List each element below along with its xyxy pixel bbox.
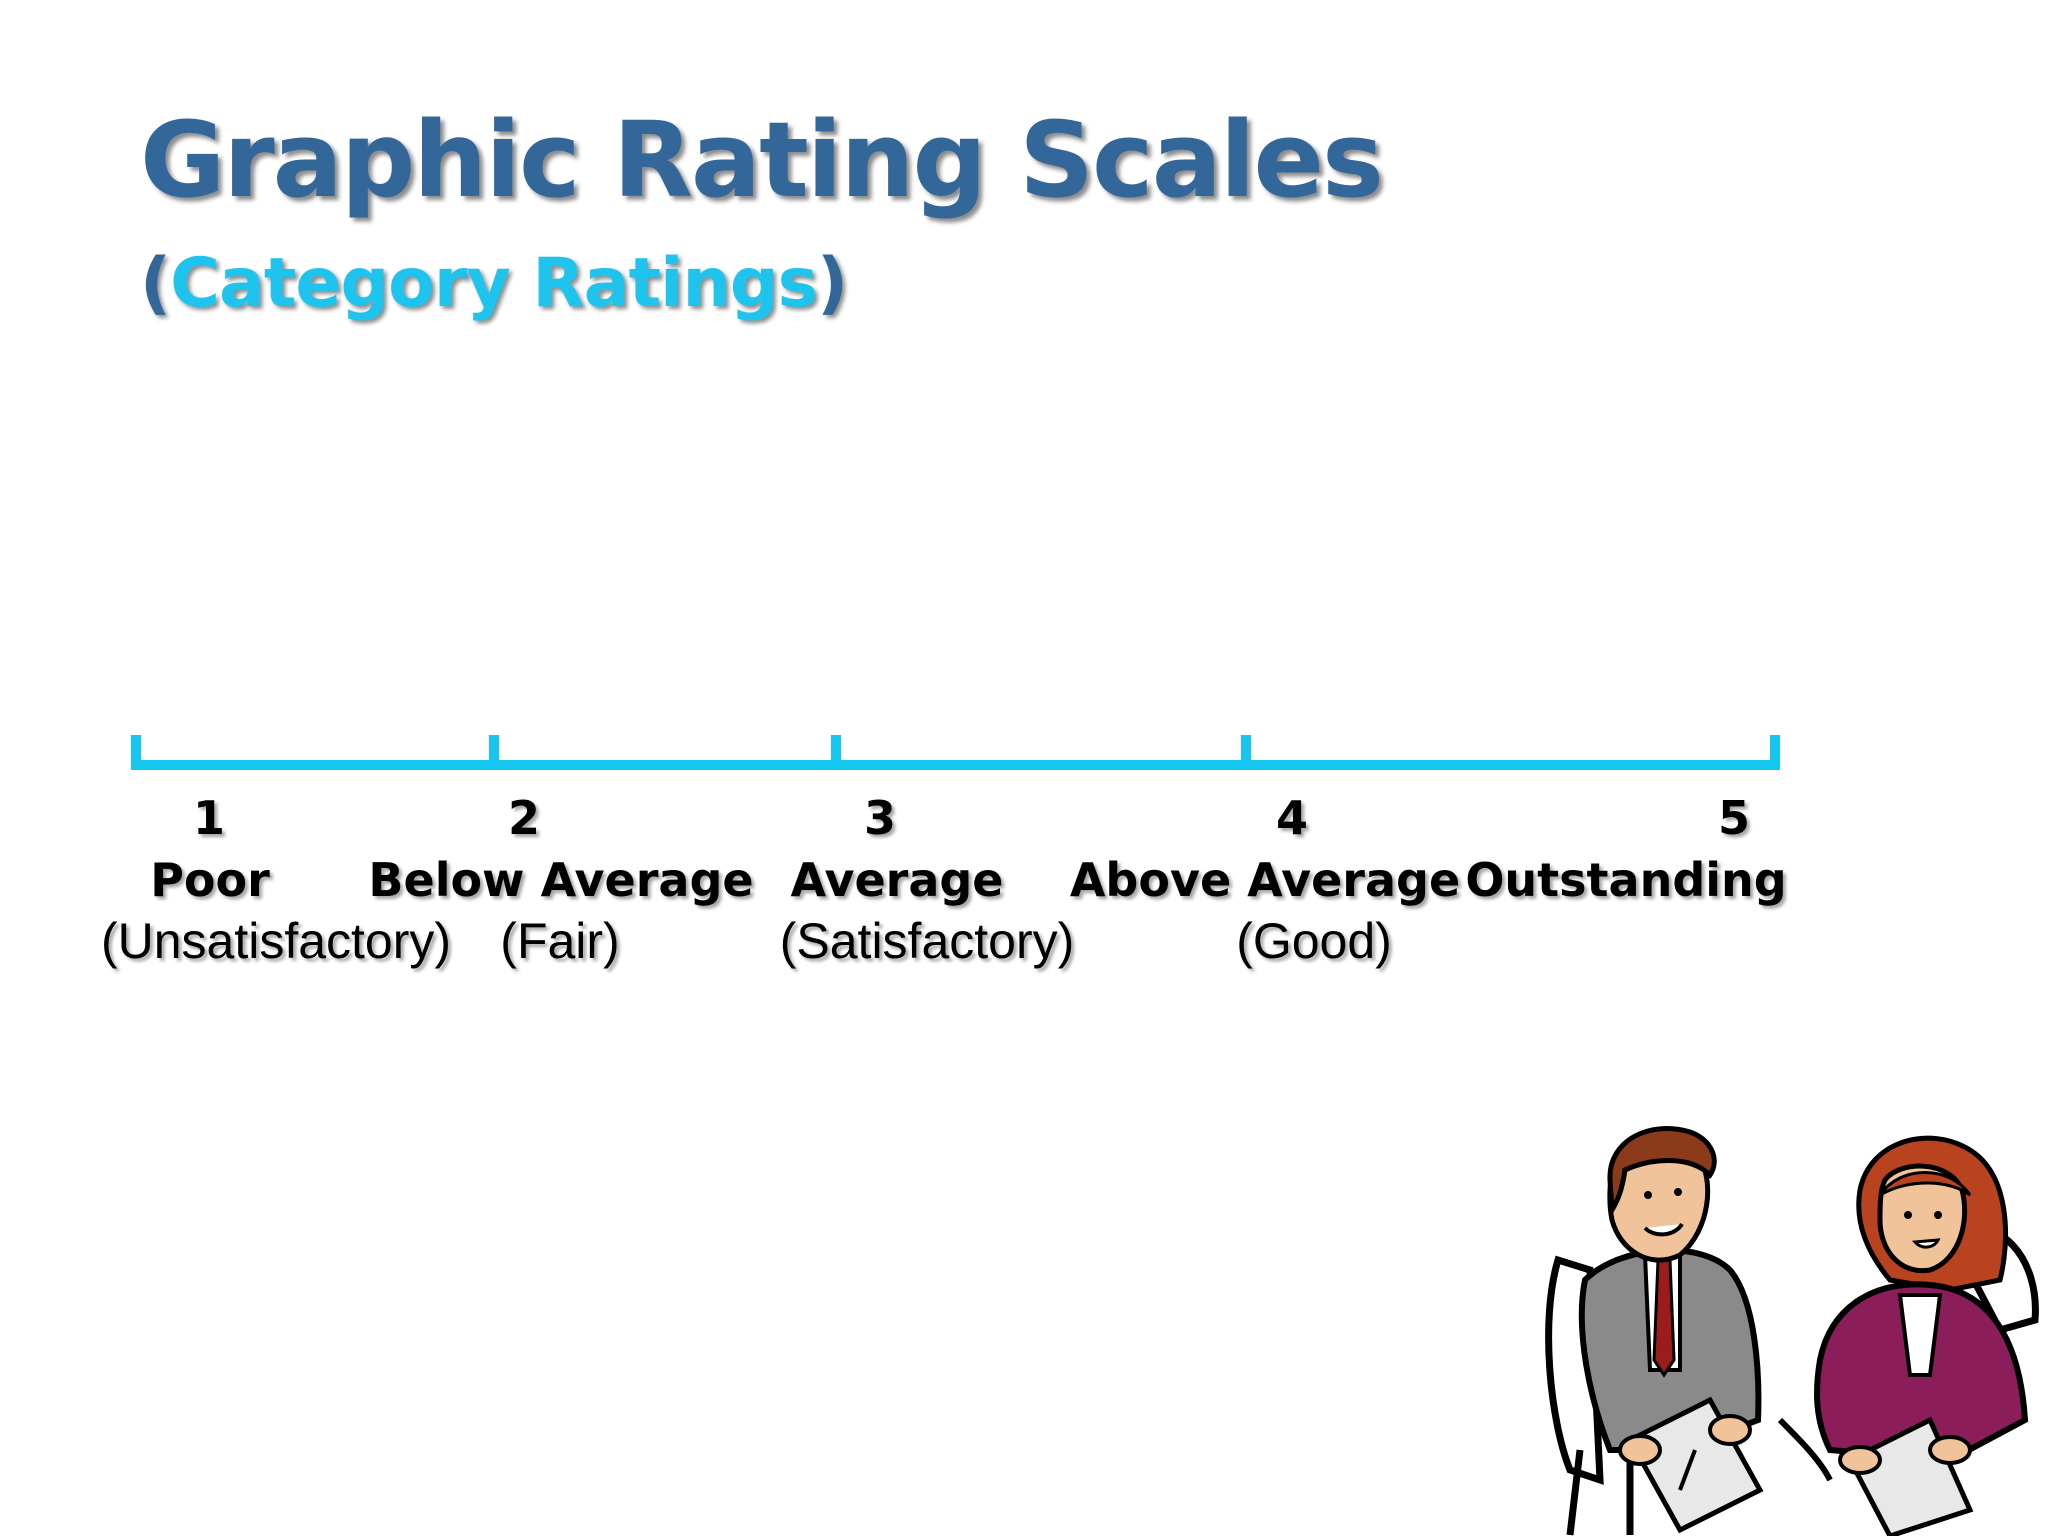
scale-label-above-average: Above Average — [1069, 853, 1461, 907]
scale-desc-fair: (Fair) — [500, 913, 620, 969]
scale-label-below-average: Below Average — [368, 853, 754, 907]
two-people-meeting-clipart — [1545, 1126, 2039, 1536]
scale-number-4: 4 — [1275, 791, 1309, 845]
subtitle-close-paren: ) — [817, 244, 848, 323]
scale-label-average: Average — [790, 853, 1004, 907]
scale-desc-unsatisfactory: (Unsatisfactory) — [100, 913, 452, 969]
subtitle-open-paren: ( — [140, 244, 171, 323]
scale-label-outstanding: Outstanding — [1465, 853, 1787, 907]
scale-number-3: 3 — [863, 791, 897, 845]
man-tie — [1652, 1258, 1676, 1378]
page-subtitle: (Category Ratings) — [140, 250, 848, 318]
scale-desc-satisfactory: (Satisfactory) — [779, 913, 1075, 969]
scale-label-poor: Poor — [150, 853, 270, 907]
scale-number-5: 5 — [1717, 791, 1751, 845]
scale-number-1: 1 — [192, 791, 226, 845]
man-hair — [1607, 1126, 1717, 1219]
subtitle-text: Category Ratings — [170, 244, 818, 323]
page-title: Graphic Rating Scales — [140, 99, 1384, 221]
scale-desc-good: (Good) — [1236, 913, 1392, 969]
scale-number-2: 2 — [507, 791, 541, 845]
rating-scale — [131, 735, 1780, 770]
woman-head — [1877, 1163, 1968, 1274]
